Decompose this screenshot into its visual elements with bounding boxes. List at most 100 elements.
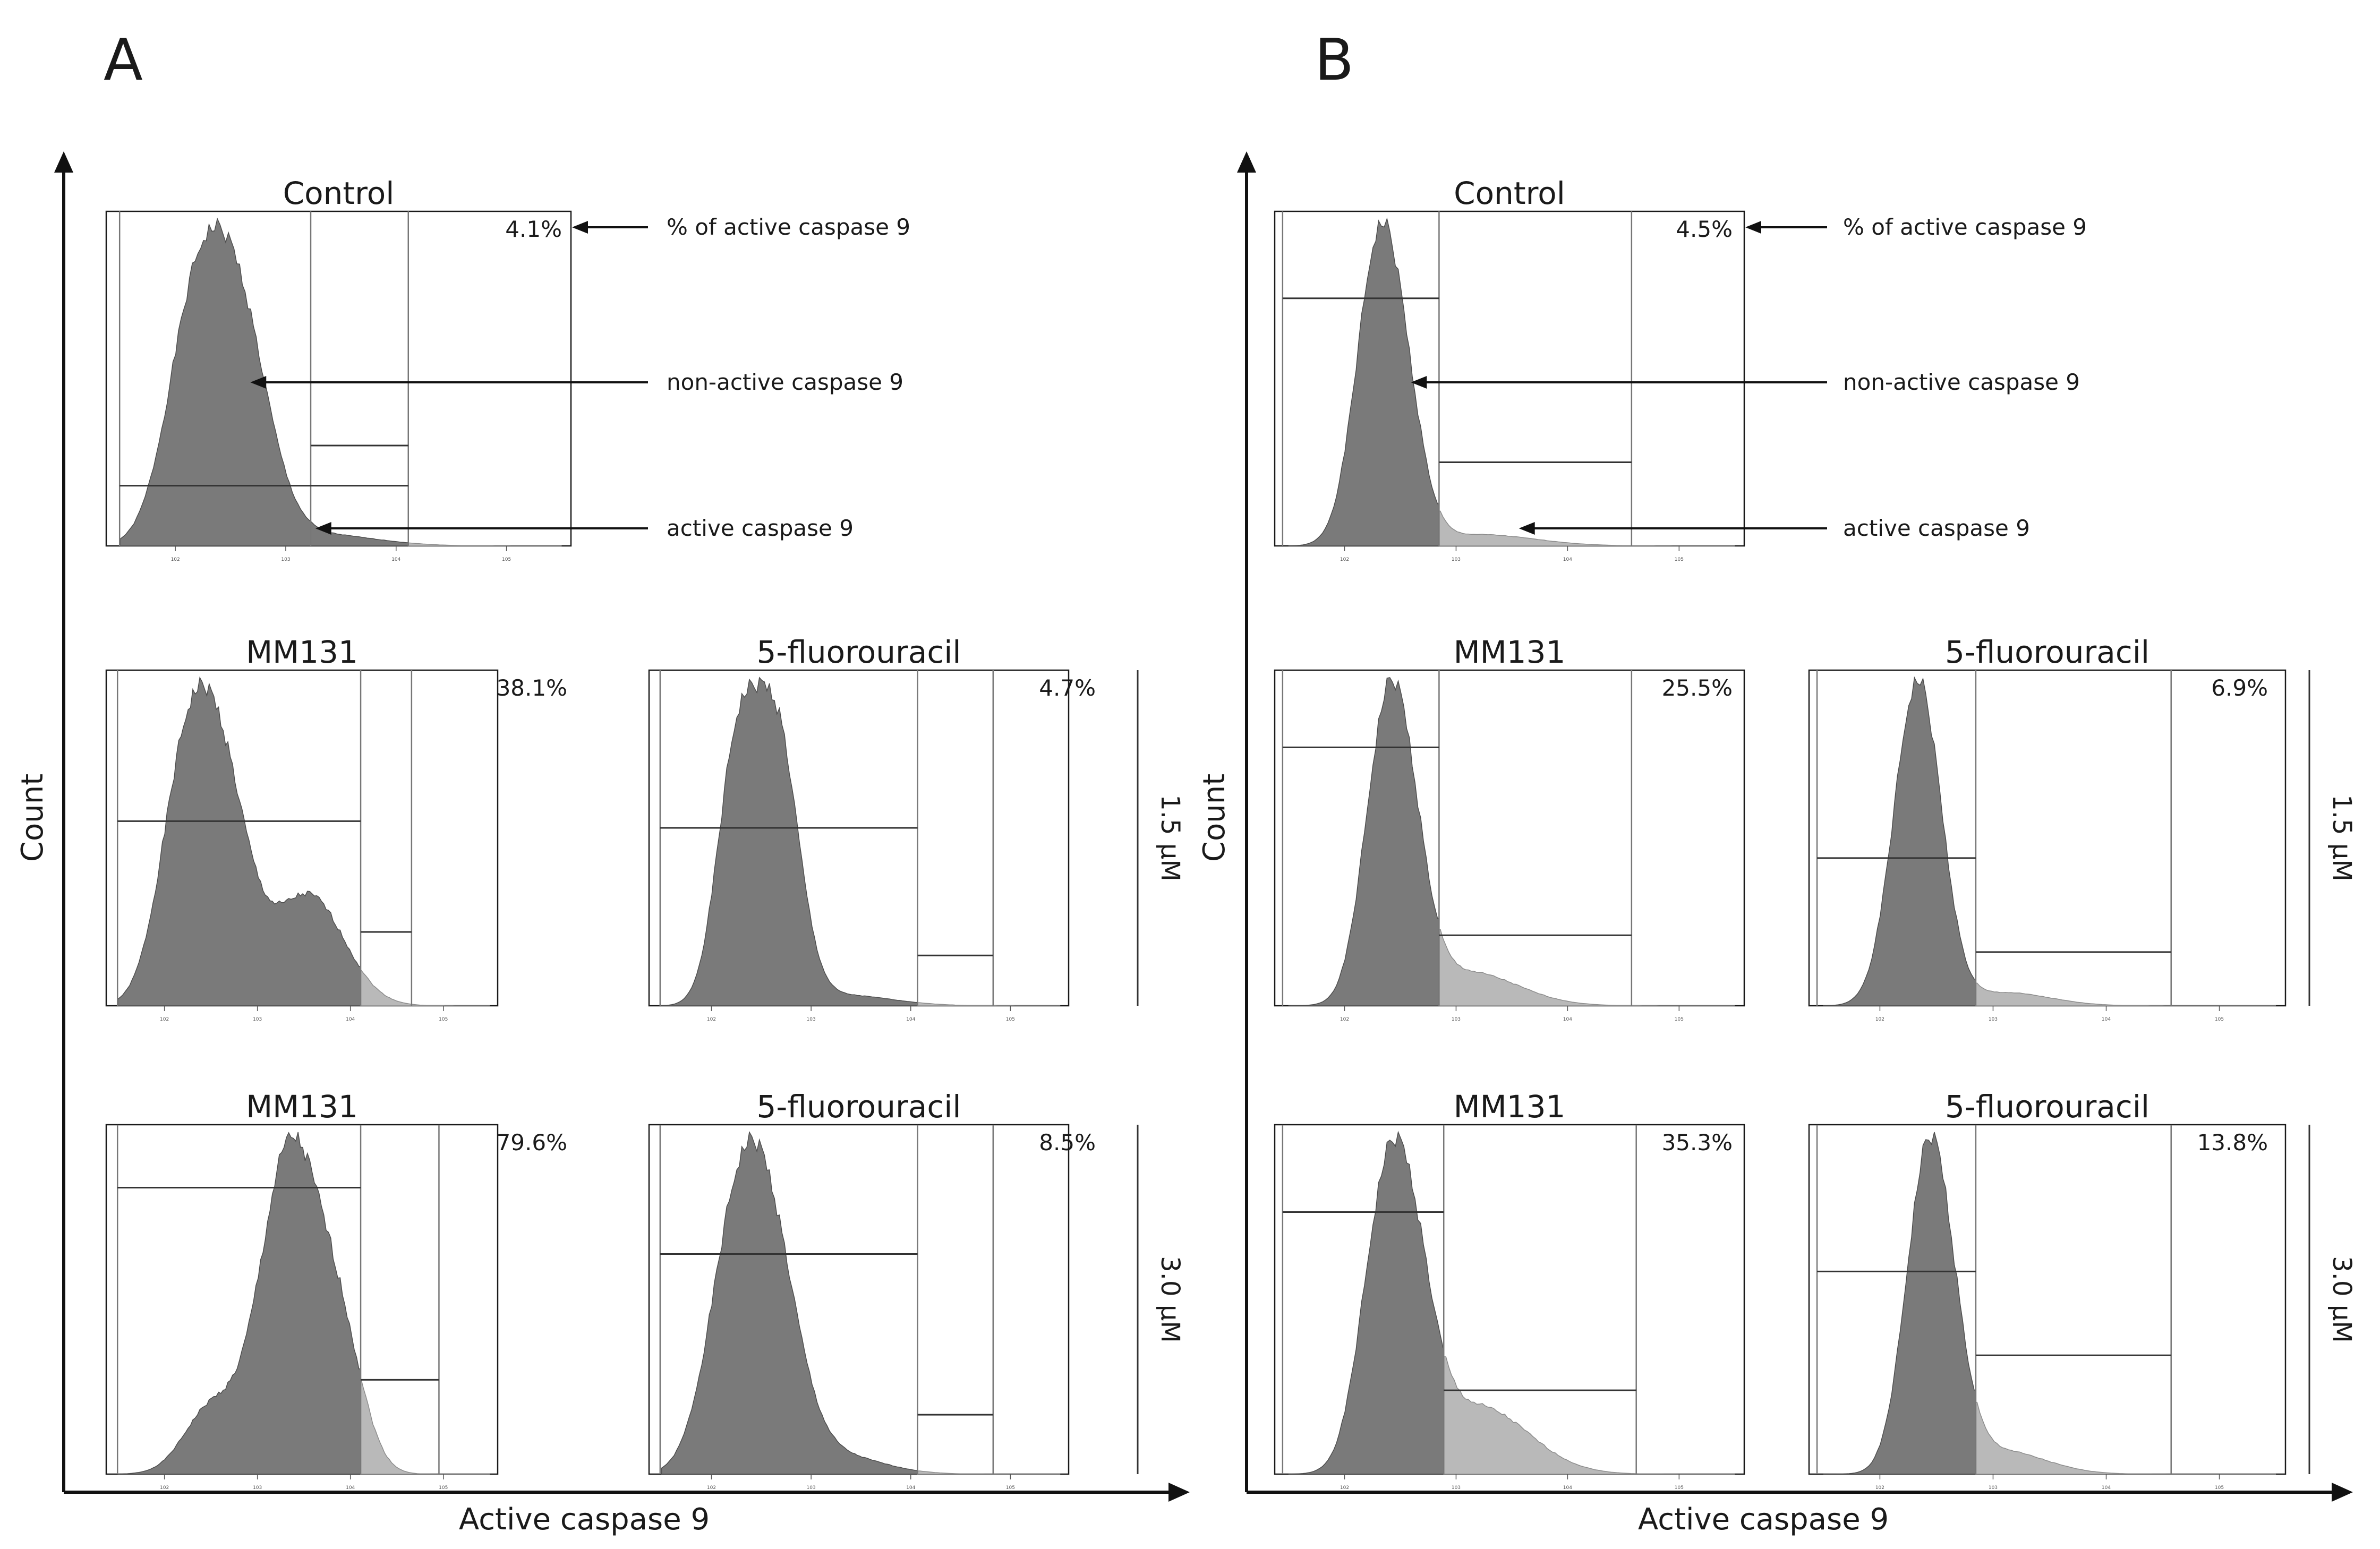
histogram-title: MM131 (246, 1089, 358, 1125)
y-axis-arrowhead (54, 151, 73, 173)
annotation-label: % of active caspase 9 (1843, 214, 2087, 240)
x-tick-label: 104 (346, 1017, 355, 1022)
histogram-3: MM131 102 103 104 105 79.6% (105, 1089, 567, 1491)
histogram-positive-area (917, 1002, 1061, 1006)
dose-label: 1.5 µM (2327, 794, 2357, 882)
histogram-positive-area (1975, 982, 2276, 1006)
x-tick-label: 104 (906, 1017, 915, 1022)
annotation-label: non-active caspase 9 (1843, 369, 2080, 395)
histogram-negative-area (1288, 677, 1440, 1006)
active-percent-label: 79.6% (497, 1129, 567, 1156)
histogram-positive-area (408, 542, 562, 546)
x-tick-label: 103 (1452, 1485, 1461, 1491)
x-tick-label: 104 (906, 1485, 915, 1491)
panel-A: A Active caspase 9 Count Control 102 103 104 10… (15, 27, 1190, 1537)
x-tick-label: 103 (253, 1485, 262, 1491)
x-tick-label: 102 (1340, 1017, 1349, 1022)
histogram-1: MM131 102 103 104 105 25.5% (1274, 634, 1745, 1022)
histogram-1: MM131 102 103 104 105 38.1% (105, 634, 567, 1022)
panel-letter: A (104, 27, 143, 93)
histogram-negative-area (117, 1132, 361, 1475)
x-tick-label: 103 (1989, 1017, 1998, 1022)
x-tick-label: 105 (439, 1485, 448, 1491)
dose-label: 3.0 µM (1155, 1256, 1185, 1343)
annotation-label: active caspase 9 (1843, 515, 2030, 541)
histogram-positive-area (1975, 1401, 2276, 1475)
x-tick-label: 104 (1563, 1017, 1572, 1022)
histogram-2: 5-fluorouracil 102 103 104 105 4.7% (648, 634, 1096, 1022)
histogram-negative-area (661, 677, 918, 1006)
histogram-4: 5-fluorouracil 102 103 104 105 13.8% (1808, 1089, 2287, 1491)
x-axis-title: Active caspase 9 (459, 1502, 710, 1537)
histogram-positive-area (1443, 1356, 1735, 1475)
annotation-arrowhead (572, 221, 588, 234)
active-percent-label: 4.5% (1676, 216, 1733, 242)
x-tick-label: 104 (391, 557, 400, 562)
y-axis-title: Count (1197, 774, 1232, 862)
x-axis-arrowhead (2332, 1483, 2353, 1502)
x-tick-label: 104 (2102, 1017, 2111, 1022)
x-tick-label: 105 (1675, 557, 1684, 562)
active-percent-label: 38.1% (497, 675, 567, 701)
annotation-arrowhead (1411, 376, 1427, 389)
x-tick-label: 103 (807, 1485, 816, 1491)
x-tick-label: 102 (707, 1017, 716, 1022)
histogram-positive-area (360, 1379, 490, 1475)
histogram-title: 5-fluorouracil (1945, 1089, 2149, 1125)
x-tick-label: 103 (807, 1017, 816, 1022)
histogram-0: Control 102 103 104 105 4.1% (105, 175, 572, 562)
histogram-positive-area (1438, 929, 1735, 1006)
x-tick-label: 102 (160, 1017, 169, 1022)
dose-label: 3.0 µM (2327, 1256, 2357, 1343)
panel-letter: B (1315, 27, 1354, 93)
annotation-label: non-active caspase 9 (667, 369, 903, 395)
active-percent-label: 8.5% (1039, 1129, 1096, 1156)
annotation-arrowhead (250, 376, 267, 389)
annotation-label: % of active caspase 9 (667, 214, 910, 240)
histogram-0: Control 102 103 104 105 4.5% (1274, 175, 1745, 562)
x-tick-label: 105 (502, 557, 511, 562)
annotation-arrowhead (315, 522, 331, 535)
x-tick-label: 105 (1675, 1017, 1684, 1022)
histogram-2: 5-fluorouracil 102 103 104 105 6.9% (1808, 634, 2287, 1022)
x-tick-label: 105 (2215, 1017, 2224, 1022)
x-tick-label: 103 (1989, 1485, 1998, 1491)
x-tick-label: 105 (1006, 1017, 1015, 1022)
annotation-arrowhead (1519, 522, 1535, 535)
x-axis-title: Active caspase 9 (1638, 1502, 1889, 1537)
x-tick-label: 103 (281, 557, 290, 562)
y-axis-arrowhead (1237, 151, 1256, 173)
annotation-label: active caspase 9 (667, 515, 854, 541)
panel-B: B Active caspase 9 Count Control 102 103 104 10… (1197, 27, 2357, 1537)
x-tick-label: 102 (160, 1485, 169, 1491)
histogram-title: MM131 (1454, 634, 1566, 670)
histogram-title: Control (283, 175, 395, 211)
x-axis-arrowhead (1168, 1483, 1190, 1502)
x-tick-label: 104 (2102, 1485, 2111, 1491)
x-tick-label: 104 (1563, 1485, 1572, 1491)
histogram-negative-area (1288, 217, 1440, 546)
active-percent-label: 13.8% (2197, 1129, 2268, 1156)
histogram-title: MM131 (246, 634, 358, 670)
histogram-title: 5-fluorouracil (1945, 634, 2149, 670)
x-tick-label: 105 (439, 1017, 448, 1022)
histogram-title: Control (1454, 175, 1565, 211)
x-tick-label: 104 (346, 1485, 355, 1491)
y-axis-title: Count (15, 774, 50, 862)
histogram-frame (1808, 1124, 2287, 1475)
x-tick-label: 105 (1675, 1485, 1684, 1491)
histogram-title: MM131 (1454, 1089, 1566, 1125)
x-tick-label: 105 (2215, 1485, 2224, 1491)
dose-label: 1.5 µM (1155, 794, 1185, 882)
x-tick-label: 105 (1006, 1485, 1015, 1491)
x-tick-label: 102 (1875, 1017, 1884, 1022)
histogram-positive-area (1438, 510, 1735, 546)
histogram-positive-area (360, 970, 490, 1006)
annotation-arrowhead (1745, 221, 1761, 234)
active-percent-label: 25.5% (1662, 675, 1733, 701)
histogram-4: 5-fluorouracil 102 103 104 105 8.5% (648, 1089, 1096, 1491)
histogram-negative-area (117, 676, 361, 1006)
x-tick-label: 103 (253, 1017, 262, 1022)
active-percent-label: 35.3% (1662, 1129, 1733, 1156)
